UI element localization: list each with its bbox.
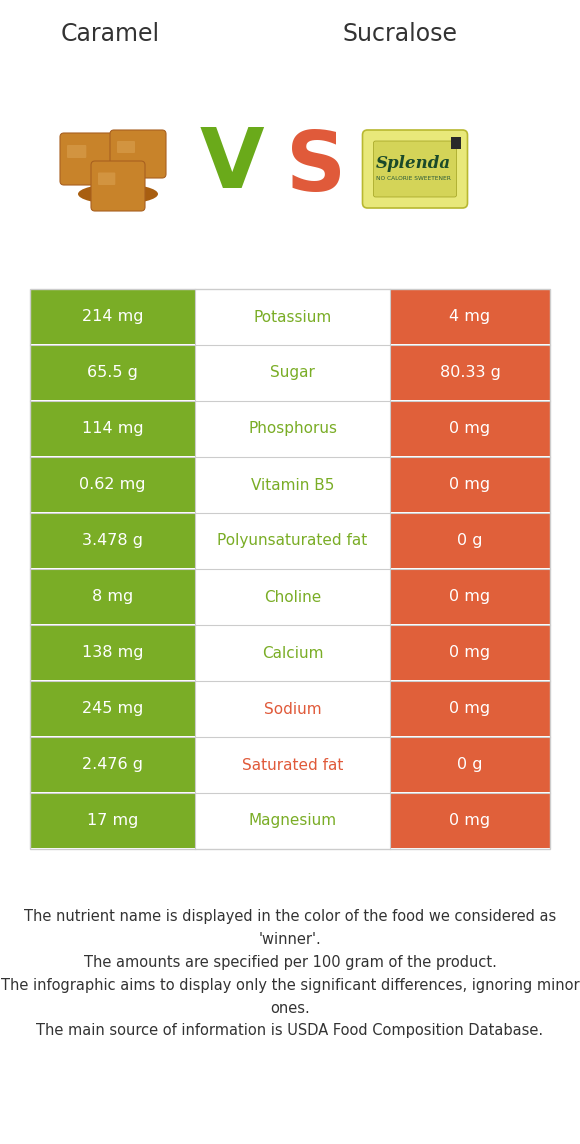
Text: 214 mg: 214 mg <box>82 310 143 325</box>
Bar <box>195 345 390 400</box>
Text: Potassium: Potassium <box>253 310 332 325</box>
Text: 114 mg: 114 mg <box>82 421 143 437</box>
Text: 0 g: 0 g <box>457 757 483 772</box>
Text: V: V <box>200 124 264 205</box>
Text: 2.476 g: 2.476 g <box>82 757 143 772</box>
Text: 65.5 g: 65.5 g <box>87 365 138 381</box>
Text: Vitamin B5: Vitamin B5 <box>251 477 334 493</box>
Ellipse shape <box>78 184 158 204</box>
Text: Polyunsaturated fat: Polyunsaturated fat <box>218 533 368 548</box>
Bar <box>30 402 195 456</box>
Text: 0 g: 0 g <box>457 533 483 548</box>
Text: Caramel: Caramel <box>60 22 160 46</box>
Bar <box>30 458 195 513</box>
Text: 0 mg: 0 mg <box>450 477 491 493</box>
Bar <box>30 626 195 680</box>
FancyBboxPatch shape <box>110 130 166 178</box>
FancyBboxPatch shape <box>117 141 135 153</box>
Bar <box>451 137 461 149</box>
Text: 138 mg: 138 mg <box>82 645 143 660</box>
Text: The nutrient name is displayed in the color of the food we considered as
'winner: The nutrient name is displayed in the co… <box>1 909 579 1039</box>
FancyBboxPatch shape <box>362 130 467 208</box>
FancyBboxPatch shape <box>67 145 86 158</box>
FancyBboxPatch shape <box>91 161 145 210</box>
Bar <box>195 626 390 680</box>
Text: 3.478 g: 3.478 g <box>82 533 143 548</box>
Bar <box>390 682 550 736</box>
Text: Saturated fat: Saturated fat <box>242 757 343 772</box>
Bar <box>30 738 195 792</box>
Text: 17 mg: 17 mg <box>87 813 138 828</box>
Bar <box>195 458 390 513</box>
Bar <box>30 289 195 344</box>
Text: 4 mg: 4 mg <box>450 310 491 325</box>
Text: 0 mg: 0 mg <box>450 813 491 828</box>
Bar <box>390 345 550 400</box>
Text: S: S <box>286 127 346 208</box>
Text: Choline: Choline <box>264 589 321 604</box>
Bar <box>195 514 390 569</box>
Bar <box>195 402 390 456</box>
Text: Magnesium: Magnesium <box>248 813 336 828</box>
Text: 8 mg: 8 mg <box>92 589 133 604</box>
Bar <box>390 289 550 344</box>
Bar <box>390 738 550 792</box>
Bar <box>390 626 550 680</box>
Bar <box>390 570 550 623</box>
Bar <box>30 514 195 569</box>
Text: Sucralose: Sucralose <box>343 22 458 46</box>
Bar <box>30 570 195 623</box>
Bar <box>30 289 550 849</box>
Text: Sodium: Sodium <box>264 701 321 716</box>
Bar <box>30 682 195 736</box>
FancyBboxPatch shape <box>374 141 456 197</box>
Bar <box>390 794 550 848</box>
Text: 245 mg: 245 mg <box>82 701 143 716</box>
FancyBboxPatch shape <box>98 173 115 185</box>
Bar <box>30 345 195 400</box>
Text: 0 mg: 0 mg <box>450 701 491 716</box>
Text: Splenda: Splenda <box>375 154 451 172</box>
Text: 0 mg: 0 mg <box>450 589 491 604</box>
Text: 0.62 mg: 0.62 mg <box>79 477 146 493</box>
FancyBboxPatch shape <box>60 133 120 185</box>
Text: 0 mg: 0 mg <box>450 645 491 660</box>
Bar <box>390 458 550 513</box>
Text: NO CALORIE SWEETENER: NO CALORIE SWEETENER <box>376 176 451 182</box>
Bar <box>390 402 550 456</box>
Bar <box>195 682 390 736</box>
Text: 0 mg: 0 mg <box>450 421 491 437</box>
Bar <box>195 570 390 623</box>
Bar <box>30 794 195 848</box>
Text: Sugar: Sugar <box>270 365 315 381</box>
Bar <box>195 738 390 792</box>
Bar <box>195 289 390 344</box>
Text: Calcium: Calcium <box>262 645 323 660</box>
Bar <box>195 794 390 848</box>
Text: 80.33 g: 80.33 g <box>440 365 501 381</box>
Bar <box>390 514 550 569</box>
Text: Phosphorus: Phosphorus <box>248 421 337 437</box>
